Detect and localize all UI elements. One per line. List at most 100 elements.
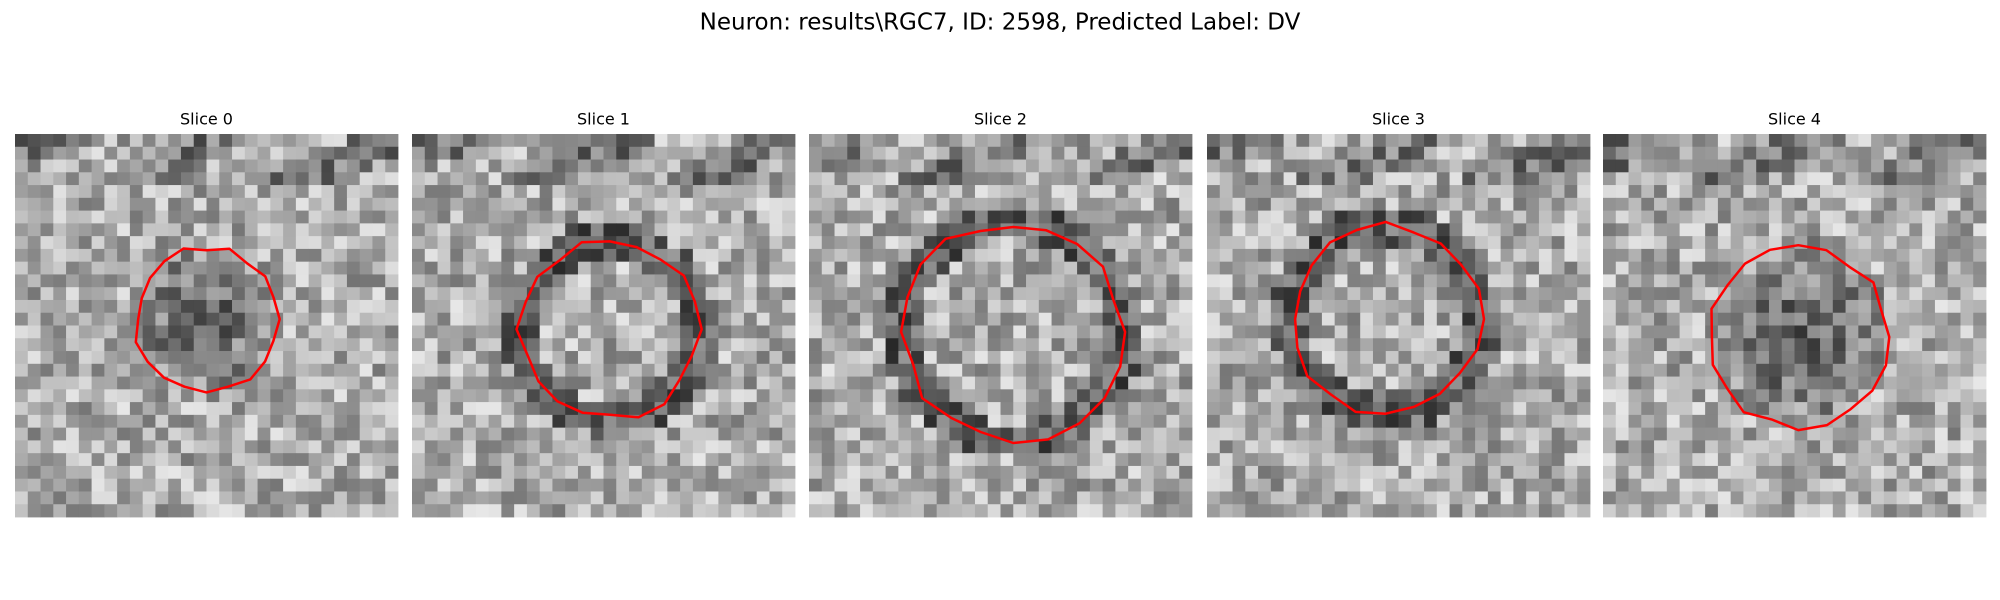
pixel [1679,351,1693,365]
pixel [385,236,399,250]
pixel [1475,223,1489,237]
pixel [1730,504,1744,518]
pixel [629,248,643,263]
pixel [117,402,131,416]
pixel [1641,146,1655,160]
pixel [769,325,783,339]
pixel [142,134,156,148]
pixel [283,134,297,148]
pixel [1628,504,1642,518]
pixel [692,146,707,160]
pixel [603,465,617,480]
pixel [40,363,54,377]
pixel [1845,274,1859,288]
pixel [1564,427,1578,441]
pixel [565,236,579,250]
pixel [168,478,182,492]
pixel [1551,351,1565,365]
pixel [860,159,874,173]
pixel [1781,402,1795,416]
pixel [692,440,707,454]
pixel [782,414,796,429]
pixel [295,134,310,148]
pixel [244,299,258,314]
pixel [731,478,745,492]
pixel [168,159,182,173]
pixel [91,261,105,275]
pixel [1360,146,1374,160]
pixel [847,376,861,390]
pixel [1475,363,1489,377]
pixel [412,504,426,518]
pixel [1845,134,1859,148]
pixel [117,185,131,199]
pixel [488,491,502,505]
pixel [847,338,861,352]
pixel [1309,427,1323,441]
pixel [936,338,950,352]
pixel [1026,351,1040,365]
pixel [1922,197,1936,211]
pixel [1115,146,1129,160]
pixel [1347,414,1361,429]
pixel [53,146,67,160]
pixel [1603,287,1617,301]
pixel [1115,376,1129,390]
pixel [731,389,745,403]
pixel [1768,274,1783,288]
pixel [552,325,566,339]
pixel [936,299,950,314]
pixel [539,197,553,211]
pixel [1115,338,1129,352]
pixel [232,185,246,199]
pixel [66,338,80,352]
pixel [463,325,477,339]
pixel [1140,287,1155,301]
pixel [987,351,1001,365]
pixel [1858,491,1872,505]
pixel [78,146,92,160]
pixel [206,414,220,429]
pixel [232,453,246,467]
pixel [1666,299,1680,314]
pixel [1743,261,1757,275]
pixel [898,248,912,263]
pixel [232,338,246,352]
pixel [936,504,950,518]
pixel [1077,172,1091,186]
pixel [898,146,912,160]
pixel [552,351,566,365]
pixel [1102,236,1116,250]
pixel [117,197,131,211]
pixel [1692,287,1706,301]
pixel [104,159,118,173]
pixel [987,312,1001,326]
pixel [1871,146,1885,160]
pixel [1140,427,1155,441]
pixel [731,325,745,339]
pixel [1679,376,1693,390]
pixel [974,185,989,199]
pixel [911,351,925,365]
pixel [1000,389,1014,403]
pixel [590,274,604,288]
pixel [692,376,707,390]
pixel [756,363,770,377]
pixel [667,134,681,148]
pixel [1551,376,1565,390]
pixel [641,287,655,301]
pixel [1360,376,1374,390]
pixel [1372,287,1387,301]
pixel [1934,210,1949,224]
pixel [1973,146,1987,160]
pixel [654,159,668,173]
pixel [1140,248,1155,263]
pixel [705,427,719,441]
pixel [1730,440,1744,454]
pixel [1577,159,1591,173]
pixel [1038,427,1052,441]
pixel [1102,172,1116,186]
pixel [346,427,361,441]
pixel [66,440,80,454]
pixel [1000,440,1014,454]
